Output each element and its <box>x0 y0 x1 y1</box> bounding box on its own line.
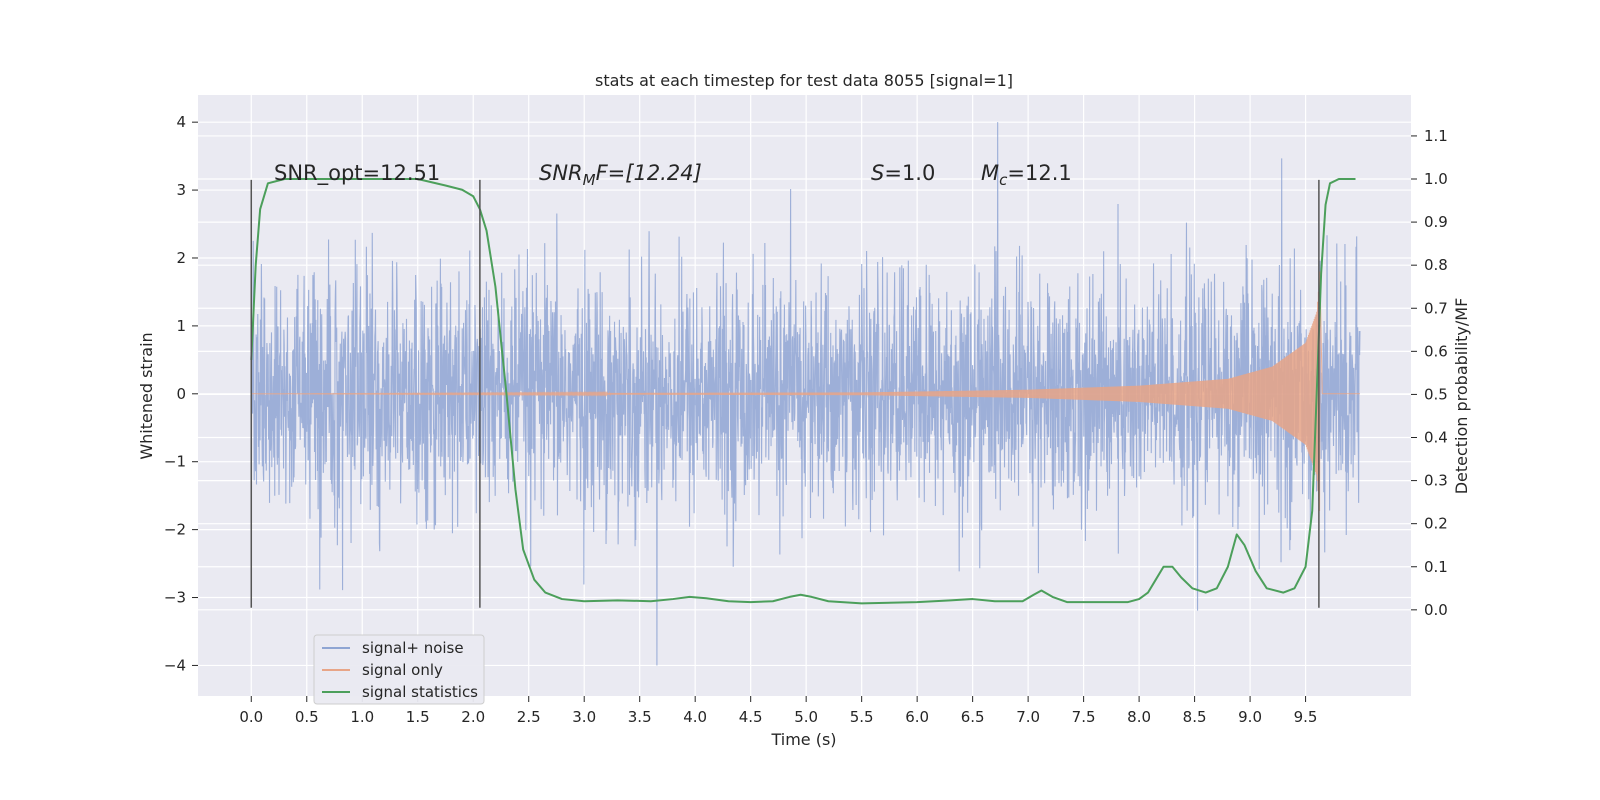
x-tick-label: 1.0 <box>350 708 374 726</box>
y2-tick-label: 0.4 <box>1424 429 1448 447</box>
y-tick-label: 1 <box>176 317 186 335</box>
y-tick-label: 3 <box>176 181 186 199</box>
s-prefix: S <box>871 161 884 185</box>
y2-tick-label: 0.7 <box>1424 299 1448 317</box>
snr-mf-sub: M <box>583 171 596 189</box>
x-tick-label: 7.0 <box>1016 708 1040 726</box>
series-layer <box>250 122 1361 666</box>
series-signal-noise <box>250 122 1361 666</box>
x-tick-label: 8.5 <box>1183 708 1207 726</box>
y2-tick-label: 0.0 <box>1424 601 1448 619</box>
x-tick-label: 6.5 <box>961 708 985 726</box>
mc-sub: c <box>999 171 1008 189</box>
x-tick-label: 5.5 <box>850 708 874 726</box>
y2-tick-label: 0.9 <box>1424 213 1448 231</box>
annotation-s: S=1.0 <box>871 161 935 185</box>
axis-ticks: 0.0 0.5 1.0 1.5 2.0 2.5 3.0 3.5 4.0 4.5 5.0 5.5 6.0 6… <box>164 113 1448 726</box>
legend-label-noise: signal+ noise <box>362 639 464 657</box>
y2-tick-label: 0.5 <box>1424 385 1448 403</box>
y2-tick-label: 0.3 <box>1424 472 1448 490</box>
x-tick-label: 0.0 <box>239 708 263 726</box>
y-tick-label: 4 <box>176 113 186 131</box>
series-signal-statistics <box>250 178 1356 605</box>
y2-tick-label: 0.8 <box>1424 256 1448 274</box>
y-tick-label: −4 <box>164 656 186 674</box>
annotation-snr-mf: SNRMF=[12.24] <box>539 161 702 189</box>
y-tick-label: −3 <box>164 589 186 607</box>
x-tick-label: 3.5 <box>628 708 652 726</box>
x-tick-label: 7.5 <box>1072 708 1096 726</box>
legend-label-stats: signal statistics <box>362 683 478 701</box>
legend-box <box>313 634 485 705</box>
x-tick-label: 0.5 <box>295 708 319 726</box>
y2-tick-label: 0.2 <box>1424 515 1448 533</box>
mc-suffix: =12.1 <box>1007 161 1071 185</box>
y-tick-label: −1 <box>164 453 186 471</box>
y-axis-label: Whitened strain <box>137 332 156 459</box>
y2-tick-label: 0.6 <box>1424 342 1448 360</box>
y2-tick-label: 0.1 <box>1424 558 1448 576</box>
annotation-mc: Mc=12.1 <box>981 161 1072 189</box>
y2-axis-label: Detection probability/MF <box>1452 298 1471 495</box>
x-tick-label: 1.5 <box>406 708 430 726</box>
y2-tick-label: 1.0 <box>1424 170 1448 188</box>
x-tick-label: 9.5 <box>1294 708 1318 726</box>
legend: signal+ noise signal only signal statist… <box>313 634 485 705</box>
y-tick-label: 2 <box>176 249 186 267</box>
x-tick-label: 4.0 <box>683 708 707 726</box>
x-axis-label: Time (s) <box>770 730 836 749</box>
mc-prefix: M <box>981 161 999 185</box>
snr-mf-prefix: SNR <box>539 161 583 185</box>
x-tick-label: 8.0 <box>1127 708 1151 726</box>
x-tick-label: 6.0 <box>905 708 929 726</box>
x-tick-label: 3.0 <box>572 708 596 726</box>
s-suffix: =1.0 <box>884 161 935 185</box>
y2-tick-label: 1.1 <box>1424 127 1448 145</box>
x-tick-label: 9.0 <box>1238 708 1262 726</box>
x-tick-label: 2.0 <box>461 708 485 726</box>
snr-mf-suffix: F=[12.24] <box>596 161 702 185</box>
legend-label-signal: signal only <box>362 661 443 679</box>
y-tick-label: −2 <box>164 521 186 539</box>
x-tick-label: 4.5 <box>739 708 763 726</box>
x-tick-label: 5.0 <box>794 708 818 726</box>
window-markers <box>250 179 1320 608</box>
chart-title: stats at each timestep for test data 805… <box>595 71 1013 90</box>
series-signal-only <box>251 271 1360 512</box>
x-tick-label: 2.5 <box>517 708 541 726</box>
annotation-snr-opt: SNR_opt=12.51 <box>274 161 440 186</box>
y-tick-label: 0 <box>176 385 186 403</box>
